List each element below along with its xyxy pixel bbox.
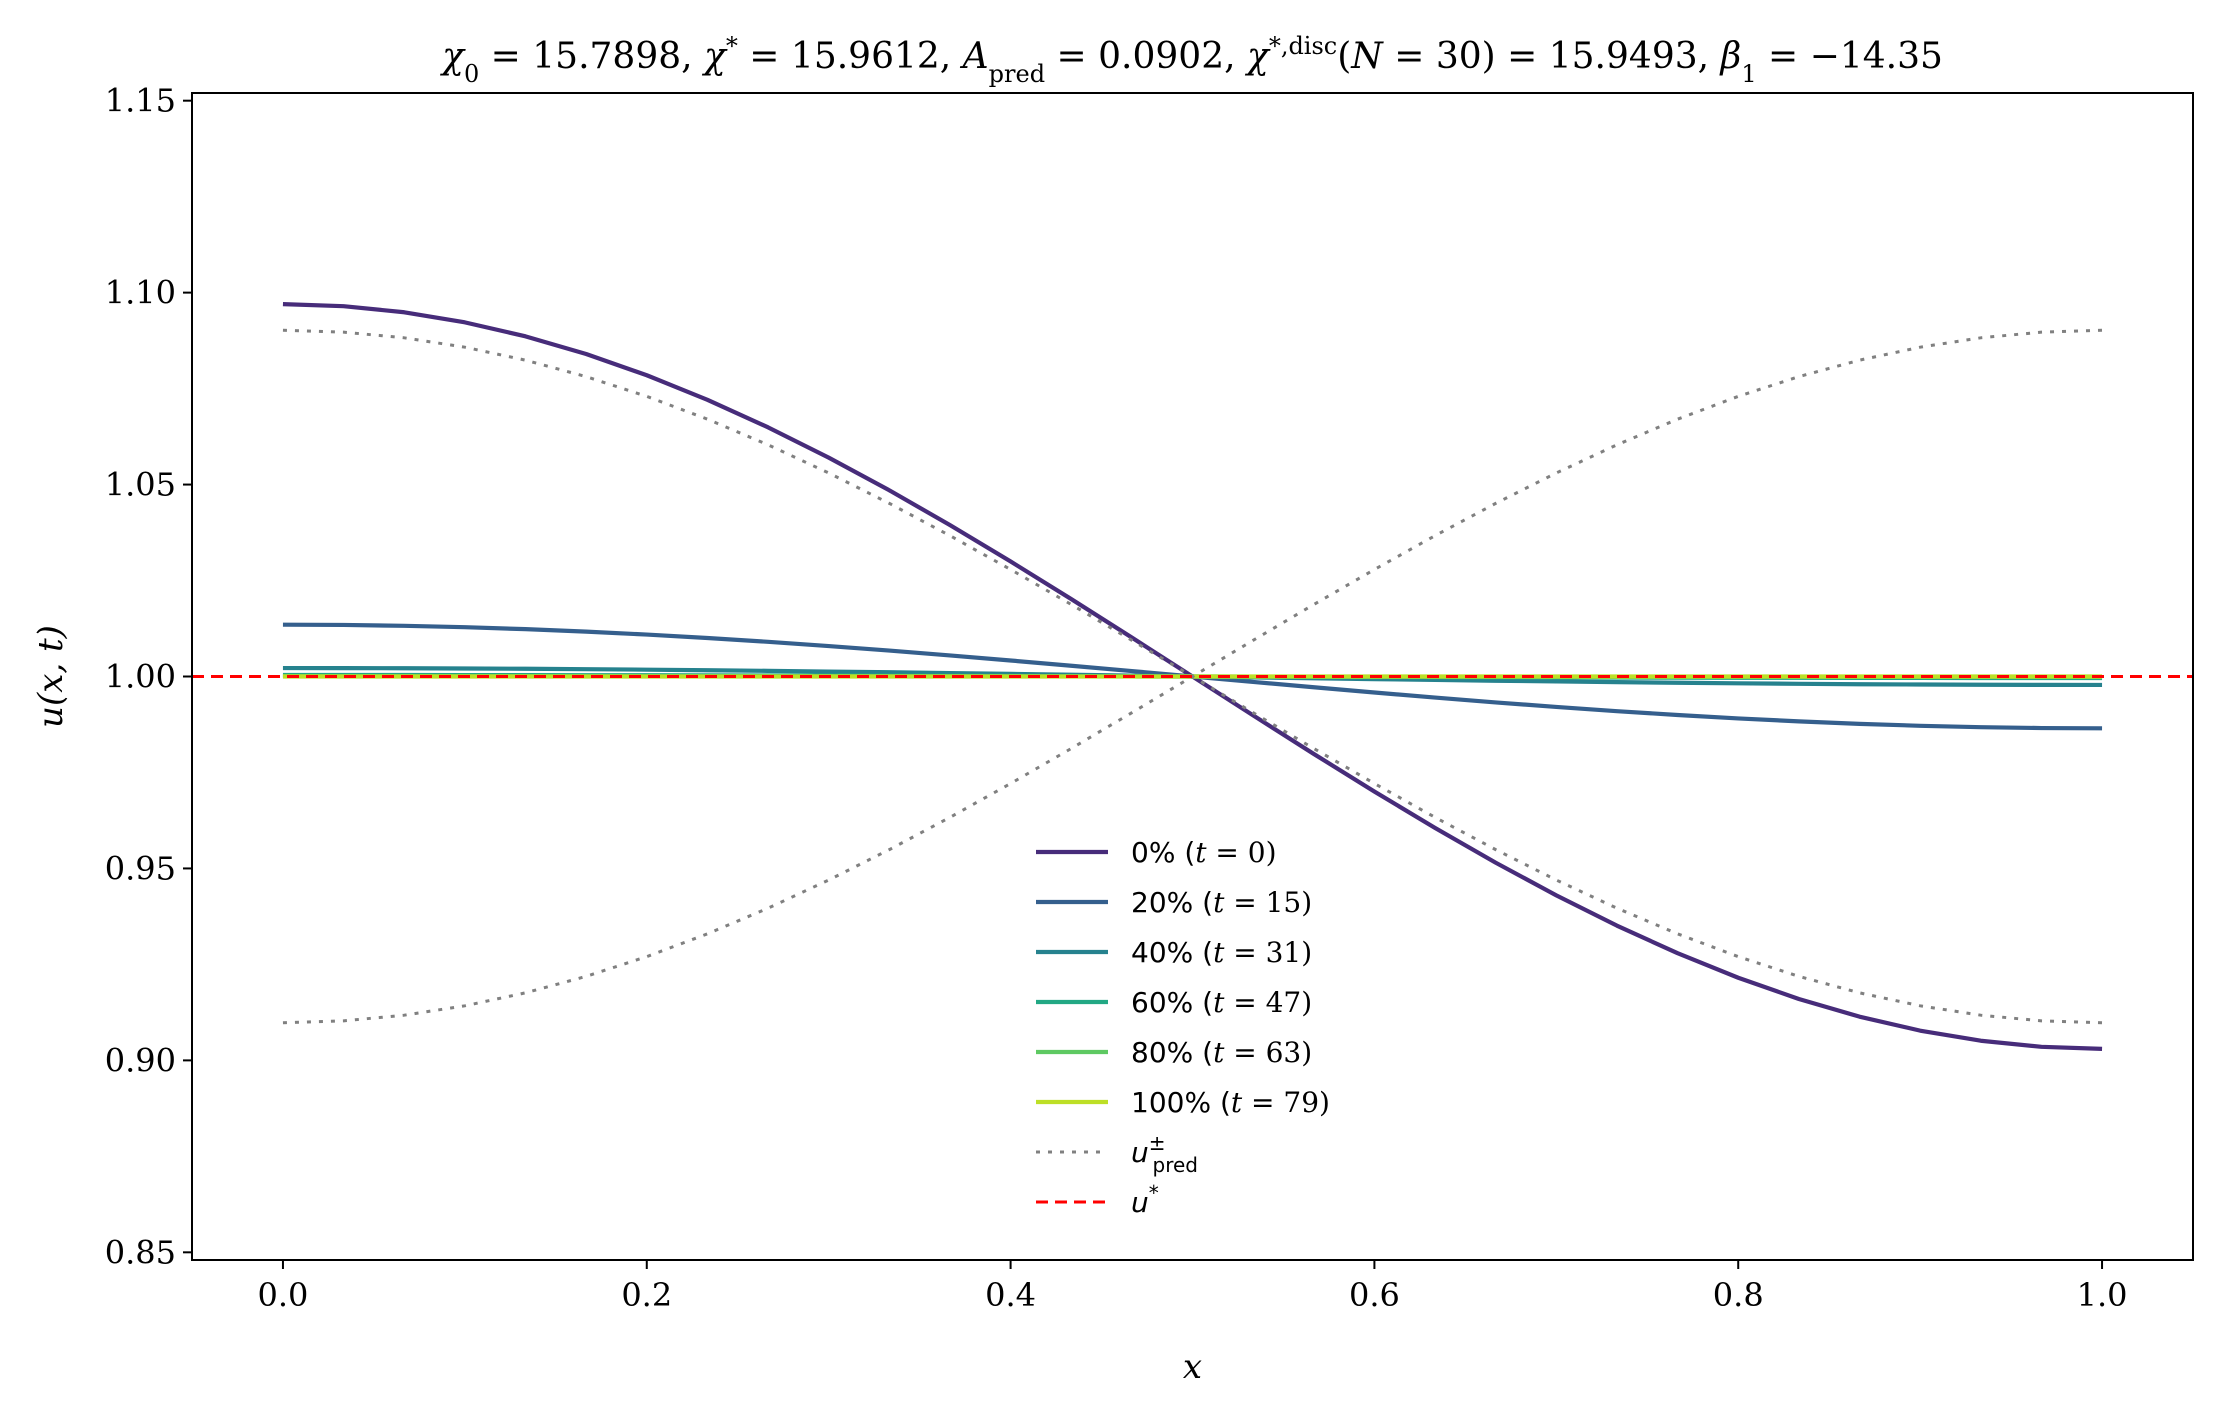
x-tick-label: 0.2 — [621, 1276, 672, 1314]
series-group — [192, 302, 2193, 1051]
legend-label: 20% (t = 15) — [1131, 886, 1312, 919]
y-tick-label: 1.00 — [105, 658, 176, 696]
y-tick-label: 1.10 — [105, 274, 176, 312]
y-tick-label: 0.95 — [105, 849, 176, 887]
legend-label: 60% (t = 47) — [1131, 986, 1312, 1019]
y-tick-label: 0.85 — [105, 1233, 176, 1271]
x-tick-label: 0.6 — [1349, 1276, 1400, 1314]
x-tick-label: 0.0 — [258, 1276, 309, 1314]
x-tick-label: 1.0 — [2077, 1276, 2128, 1314]
y-tick-label: 1.05 — [105, 466, 176, 504]
chart-title: χ0 = 15.7898, χ* = 15.9612, Apred = 0.09… — [439, 32, 1943, 88]
legend-label: u± pred — [1131, 1131, 1198, 1177]
legend-label: 40% (t = 31) — [1131, 936, 1312, 969]
x-tick-label: 0.4 — [985, 1276, 1036, 1314]
axes: 0.0 0.2 0.4 0.6 0.8 1.0 0.85 0.90 0.95 1.00 1.05 1.… — [31, 82, 2194, 1387]
legend-label: 100% (t = 79) — [1131, 1086, 1330, 1119]
x-tick-label: 0.8 — [1713, 1276, 1764, 1314]
x-axis-label: x — [1183, 1347, 1202, 1387]
legend: 0% (t = 0) 20% (t = 15) 40% (t = 31) 60% (t… — [1036, 836, 1330, 1219]
legend-label: 0% (t = 0) — [1131, 836, 1277, 869]
y-tick-label: 0.90 — [105, 1041, 176, 1079]
plot-area — [192, 302, 2193, 1051]
series-line-7 — [282, 328, 2103, 1025]
legend-label: 80% (t = 63) — [1131, 1036, 1312, 1069]
title-text: χ0 = 15.7898, χ* = 15.9612, Apred = 0.09… — [439, 32, 1943, 88]
legend-label: u* — [1131, 1181, 1159, 1219]
y-tick-label: 1.15 — [105, 82, 176, 120]
y-axis-label: u(x, t) — [31, 625, 71, 728]
